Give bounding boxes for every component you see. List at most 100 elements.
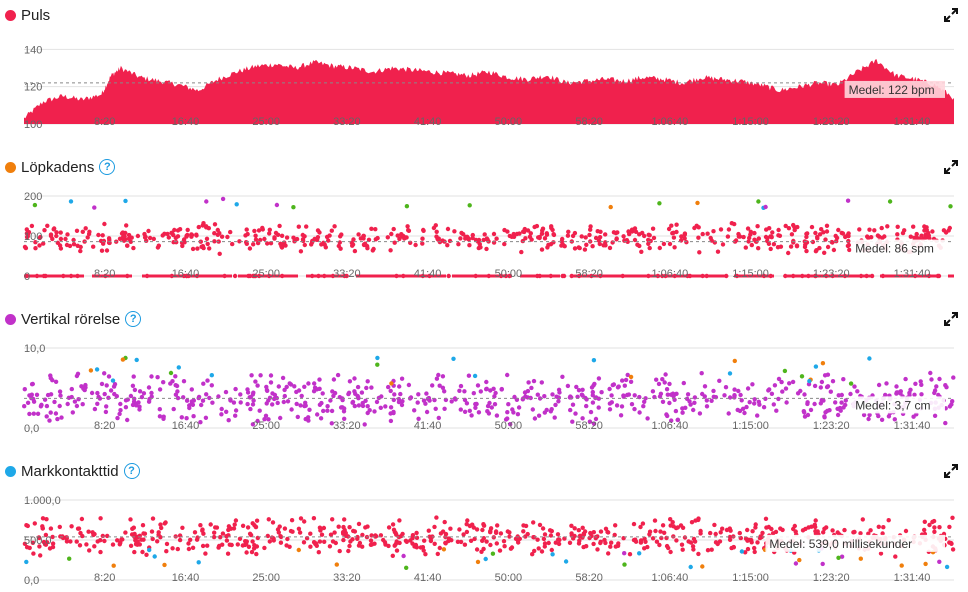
- vertical-oscillation-point: [341, 409, 347, 414]
- ground-contact-point: [386, 525, 392, 530]
- ground-contact-point: [413, 542, 419, 548]
- ground-contact-point: [24, 559, 29, 565]
- cadence-point: [540, 226, 546, 231]
- cadence-point: [406, 228, 411, 233]
- cadence-point: [783, 223, 788, 229]
- cadence-point: [597, 235, 603, 240]
- ground-contact-point: [540, 526, 546, 531]
- cadence-point: [177, 227, 183, 232]
- x-tick-label: 8:20: [94, 116, 115, 128]
- vertical-oscillation-point: [55, 416, 60, 422]
- vertical-oscillation-point: [412, 408, 417, 413]
- vertical-oscillation-point: [621, 393, 626, 398]
- ground-contact-point: [432, 541, 437, 546]
- help-icon[interactable]: ?: [99, 159, 116, 175]
- ground-contact-point: [758, 534, 763, 539]
- cadence-point: [421, 228, 426, 233]
- ground-contact-point: [546, 540, 551, 546]
- ground-contact-point: [881, 525, 886, 530]
- vertical-oscillation-point: [294, 401, 299, 407]
- ground-contact-point: [267, 539, 272, 544]
- ground-contact-point: [435, 551, 440, 557]
- vertical-oscillation-point: [607, 386, 612, 392]
- ground-contact-point: [235, 542, 240, 547]
- help-icon[interactable]: ?: [123, 463, 140, 479]
- vertical-oscillation-point: [530, 407, 535, 412]
- cadence-point: [491, 240, 497, 245]
- ground-contact-point: [922, 527, 927, 533]
- ground-contact-point: [224, 534, 229, 539]
- cadence-point: [840, 231, 846, 236]
- expand-icon[interactable]: [944, 464, 958, 478]
- expand-icon[interactable]: [944, 160, 958, 174]
- ground-contact-point: [390, 522, 396, 527]
- cadence-point: [749, 242, 754, 248]
- cadence-point: [212, 239, 217, 244]
- help-icon[interactable]: ?: [125, 311, 142, 327]
- cadence-point: [672, 245, 677, 250]
- vertical-oscillation-point: [110, 378, 116, 383]
- cadence-point: [926, 230, 931, 236]
- cadence-point: [895, 232, 900, 237]
- cadence-point: [445, 243, 450, 248]
- vertical-oscillation-point: [591, 358, 597, 363]
- cadence-point: [243, 233, 248, 238]
- cadence-point: [880, 235, 885, 241]
- ground-contact-point: [745, 527, 750, 533]
- vertical-oscillation-point: [34, 392, 40, 397]
- vertical-oscillation-point: [928, 370, 933, 376]
- ground-contact-point: [195, 535, 200, 540]
- vertical-oscillation-point: [278, 415, 283, 421]
- vertical-oscillation-point: [738, 392, 743, 398]
- vertical-oscillation-point: [168, 370, 174, 376]
- vertical-oscillation-point: [492, 394, 497, 399]
- vertical-oscillation-point: [467, 408, 472, 413]
- cadence-point: [247, 246, 253, 251]
- cadence-point: [947, 225, 952, 231]
- vertical-oscillation-point: [318, 416, 324, 421]
- ground-contact-point: [43, 532, 49, 538]
- expand-icon[interactable]: [944, 8, 958, 22]
- vertical-oscillation-point: [125, 417, 130, 423]
- vertical-oscillation-point: [674, 391, 679, 396]
- cadence-point: [388, 248, 393, 253]
- vertical-oscillation-point: [704, 398, 709, 403]
- vertical-oscillation-point: [137, 404, 142, 409]
- x-tick-label: 50:00: [495, 116, 523, 128]
- cadence-legend-dot: [5, 161, 16, 173]
- cadence-point: [212, 222, 218, 227]
- vertical-oscillation-point: [607, 407, 613, 412]
- cadence-point: [830, 240, 835, 245]
- cadence-point: [300, 232, 305, 238]
- vertical-oscillation-point: [700, 391, 705, 397]
- ground-contact-point: [203, 551, 208, 556]
- cadence-point: [597, 241, 602, 247]
- ground-contact-point: [686, 539, 691, 544]
- cadence-point: [315, 235, 321, 240]
- y-tick-label: 0: [24, 271, 30, 283]
- vertical-oscillation-point: [389, 381, 394, 386]
- expand-icon[interactable]: [944, 312, 958, 326]
- cadence-point: [525, 228, 531, 233]
- cadence-point: [548, 242, 554, 247]
- vertical-oscillation-point: [830, 379, 836, 384]
- cadence-point: [590, 244, 595, 249]
- ground-contact-point: [347, 543, 352, 549]
- vertical-oscillation-point: [400, 399, 405, 404]
- vertical-oscillation-point: [134, 403, 139, 408]
- vertical-oscillation-point: [727, 395, 733, 400]
- vertical-oscillation-point: [812, 401, 817, 407]
- ground-contact-point: [631, 521, 637, 527]
- vertical-oscillation-point: [72, 399, 78, 404]
- cadence-point: [725, 234, 731, 239]
- cadence-point: [669, 223, 674, 228]
- vertical-oscillation-point: [510, 407, 515, 412]
- ground-contact-point: [159, 525, 164, 531]
- ground-contact-point: [903, 528, 909, 534]
- ground-contact-point: [668, 549, 673, 555]
- vertical-oscillation-point: [570, 402, 576, 407]
- cadence-point: [846, 231, 851, 236]
- ground-contact-point: [397, 518, 402, 523]
- vertical-oscillation-point: [173, 374, 178, 379]
- cadence-point: [54, 230, 59, 235]
